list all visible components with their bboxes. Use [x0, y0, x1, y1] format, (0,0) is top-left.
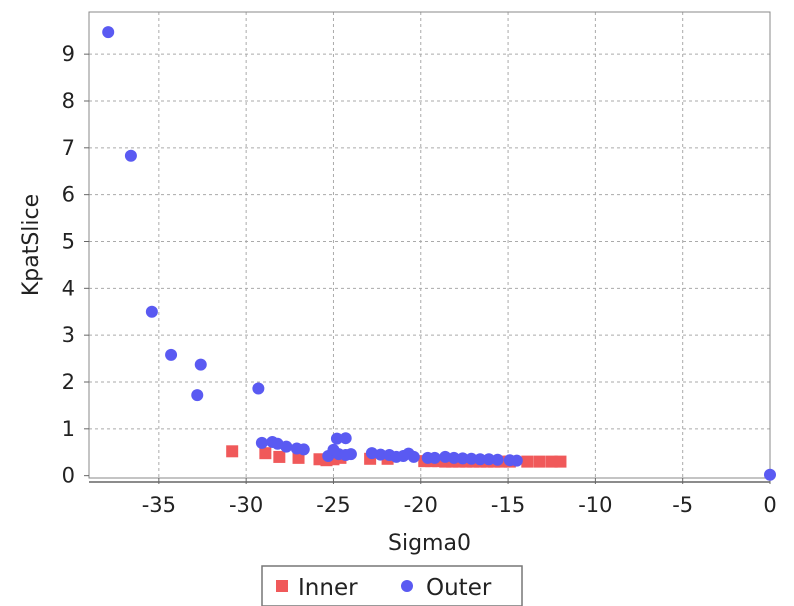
- x-tick-label: -25: [316, 493, 350, 517]
- y-axis: 0 1 2 3 4 5 6 7 8 9: [62, 42, 89, 488]
- legend-outer-label: Outer: [426, 575, 492, 601]
- outer-point: [764, 468, 776, 481]
- outer-point: [297, 443, 310, 456]
- outer-point: [165, 348, 178, 361]
- y-tick-label: 5: [62, 229, 75, 253]
- y-tick-label: 6: [62, 183, 75, 207]
- y-tick-label: 4: [62, 276, 75, 300]
- y-axis-title: KpatSlice: [19, 194, 44, 296]
- y-tick-label: 9: [62, 42, 75, 66]
- x-tick-label: -35: [142, 493, 176, 517]
- outer-point: [194, 358, 207, 371]
- outer-point: [252, 382, 265, 395]
- outer-point: [465, 452, 478, 465]
- plot-area: [88, 11, 771, 479]
- outer-point: [439, 450, 452, 463]
- y-tick-label: 7: [62, 136, 75, 160]
- outer-point: [428, 451, 441, 464]
- outer-point: [510, 454, 523, 467]
- y-tick-label: 3: [62, 323, 75, 347]
- y-tick-label: 8: [62, 89, 75, 113]
- legend-box: [261, 565, 523, 606]
- x-tick-label: -5: [672, 493, 693, 517]
- grid: [89, 12, 770, 478]
- outer-point: [491, 453, 504, 466]
- data-points: [102, 26, 776, 481]
- x-axis-title: Sigma0: [388, 531, 471, 556]
- legend-outer-swatch: [401, 580, 413, 592]
- x-tick-label: -15: [491, 493, 525, 517]
- legend-inner-label: Inner: [298, 575, 358, 601]
- outer-point: [482, 453, 495, 466]
- outer-point: [407, 450, 420, 463]
- x-tick-label: -10: [578, 493, 612, 517]
- outer-point: [102, 26, 115, 39]
- legend: Inner Outer: [261, 565, 523, 606]
- y-tick-label: 2: [62, 370, 75, 394]
- x-tick-label: 0: [763, 493, 776, 517]
- outer-point: [374, 448, 387, 461]
- legend-inner-swatch: [276, 580, 288, 592]
- inner-point: [521, 455, 534, 468]
- outer-point: [191, 389, 204, 402]
- inner-point: [554, 455, 567, 468]
- y-tick-label: 0: [62, 464, 75, 488]
- x-axis: -35 -30 -25 -20 -15 -10 -5 0: [142, 478, 777, 517]
- outer-point: [339, 432, 352, 445]
- x-tick-label: -30: [229, 493, 263, 517]
- outer-point: [456, 452, 469, 465]
- y-tick-label: 1: [62, 417, 75, 441]
- outer-point: [447, 451, 460, 464]
- inner-point: [533, 455, 546, 468]
- inner-point: [259, 447, 272, 460]
- outer-point: [474, 453, 487, 466]
- inner-point: [226, 445, 239, 458]
- outer-point: [280, 440, 293, 453]
- outer-point: [344, 448, 357, 461]
- outer-point: [145, 305, 158, 318]
- outer-point: [124, 149, 137, 162]
- outer-point: [330, 432, 343, 445]
- outer-point: [255, 436, 268, 449]
- x-tick-label: -20: [404, 493, 438, 517]
- inner-point: [273, 450, 286, 463]
